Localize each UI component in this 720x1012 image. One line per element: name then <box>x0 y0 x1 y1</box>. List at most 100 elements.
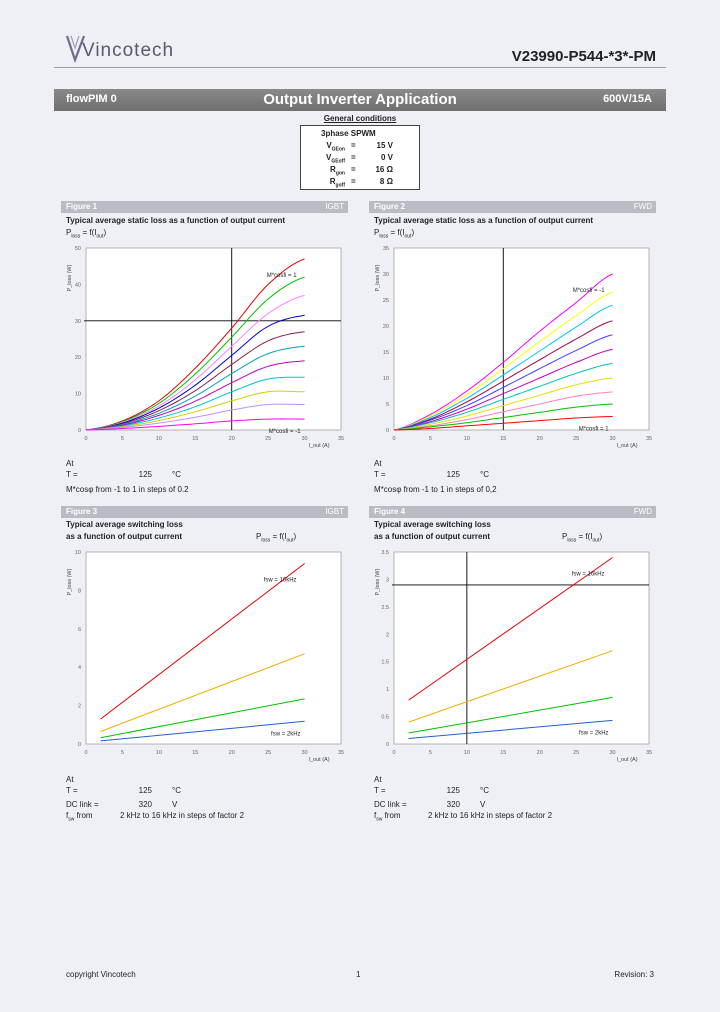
figure-1-bar: Figure 1 IGBT <box>61 201 348 213</box>
series-line <box>393 348 613 431</box>
annotation-bottom: fsw = 2kHz <box>579 730 609 736</box>
x-tick-label: 30 <box>302 750 308 756</box>
series-line <box>85 345 305 431</box>
gc-row: VGEon = 15 V <box>326 141 393 153</box>
annotation-bottom: M*cosfi = 1 <box>579 426 610 432</box>
x-axis-label: I_out (A) <box>308 757 329 763</box>
general-conditions-box: 3phase SPWM VGEon = 15 V VGEoff = 0 V Rg… <box>300 125 420 190</box>
plot-area <box>393 551 650 745</box>
figure-3-chart: 0 5 10 15 20 25 30 35 0 2 4 6 8 10 P_loss (W) I_out (A)… <box>67 550 344 763</box>
y-tick-label: 30 <box>75 319 81 325</box>
banner-product: flowPIM 0 <box>66 93 117 105</box>
x-axis-label: I_out (A) <box>616 443 637 449</box>
y-tick-label: 40 <box>75 282 81 288</box>
y-tick-label: 25 <box>383 298 389 304</box>
figure-3-title: Typical average switching loss <box>66 520 183 529</box>
series-line <box>393 403 613 431</box>
series-line <box>408 696 613 734</box>
x-tick-label: 10 <box>156 750 162 756</box>
x-tick-label: 5 <box>121 436 124 442</box>
gc-row: Rgoff = 8 Ω <box>329 177 393 189</box>
figure-3-formula: Ploss = f(Iout) <box>256 532 297 544</box>
series-line <box>393 334 613 431</box>
x-tick-label: 5 <box>121 750 124 756</box>
figure-2-bar: Figure 2 FWD <box>369 201 656 213</box>
y-tick-label: 2 <box>386 632 389 638</box>
y-tick-label: 3 <box>386 577 389 583</box>
series-line <box>408 650 613 723</box>
banner-rating: 600V/15A <box>603 93 652 105</box>
x-axis-label: I_out (A) <box>616 757 637 763</box>
x-tick-label: 15 <box>192 750 198 756</box>
y-tick-label: 5 <box>386 402 389 408</box>
x-tick-label: 5 <box>429 750 432 756</box>
x-tick-label: 25 <box>265 436 271 442</box>
x-tick-label: 30 <box>610 750 616 756</box>
series-line <box>100 698 305 739</box>
y-tick-label: 6 <box>78 627 81 633</box>
y-tick-label: 0 <box>386 428 389 434</box>
series-line <box>393 362 613 431</box>
figure-3-bar: Figure 3 IGBT <box>61 506 348 518</box>
y-tick-label: 15 <box>383 350 389 356</box>
figure-4-chart: 0 5 10 15 20 25 30 35 0 0.5 1 1.5 2 2.5 3 3.5 P_loss (W)… <box>375 550 652 763</box>
x-tick-label: 25 <box>573 750 579 756</box>
x-tick-label: 10 <box>464 750 470 756</box>
x-tick-label: 25 <box>265 750 271 756</box>
figure-4-subtitle: as a function of output current <box>374 532 490 541</box>
figure-2-conditions: At T = 125 °C M*cosφ from -1 to 1 in steps… <box>374 459 497 494</box>
figure-3-conditions: At T = 125 °C DC link = 320 V fsw from 2 kHz … <box>66 775 245 823</box>
x-tick-label: 20 <box>229 750 235 756</box>
x-tick-label: 35 <box>338 436 344 442</box>
part-number: V23990-P544-*3*-PM <box>511 48 656 65</box>
plot-area <box>393 247 650 431</box>
y-tick-label: 0 <box>78 428 81 434</box>
y-tick-label: 10 <box>383 376 389 382</box>
x-tick-label: 25 <box>573 436 579 442</box>
figure-4-conditions: At T = 125 °C DC link = 320 V fsw from 2 kHz … <box>374 775 553 823</box>
y-tick-label: 10 <box>75 392 81 398</box>
figure-3-subtitle: as a function of output current <box>66 532 182 541</box>
series-line <box>393 304 613 431</box>
y-tick-label: 3.5 <box>381 550 389 556</box>
annotation-top: M*cosfi = -1 <box>573 288 606 294</box>
logo-text: Vincotech <box>82 40 175 61</box>
series-line <box>85 314 305 431</box>
y-tick-label: 10 <box>75 550 81 556</box>
y-axis-label: P_loss (W) <box>375 568 381 595</box>
series-line <box>85 403 305 431</box>
y-axis-label: P_loss (W) <box>375 264 381 291</box>
vincotech-logo <box>66 35 86 64</box>
section-banner: flowPIM 0 Output Inverter Application 60… <box>54 89 666 111</box>
y-tick-label: 2 <box>78 704 81 710</box>
figure-4-bar: Figure 4 FWD <box>369 506 656 518</box>
figure-4-formula: Ploss = f(Iout) <box>562 532 603 544</box>
series-line <box>393 291 613 431</box>
figure-2-chart: 0 5 10 15 20 25 30 35 0 5 10 15 20 25 30 35 P_loss (W) I_… <box>375 246 652 449</box>
footer-revision: Revision: 3 <box>614 970 654 979</box>
footer-copyright: copyright Vincotech <box>66 970 136 979</box>
x-tick-label: 20 <box>537 750 543 756</box>
figure-1-formula: Ploss = f(Iout) <box>66 228 107 240</box>
header-divider <box>54 67 666 68</box>
y-tick-label: 8 <box>78 588 81 594</box>
annotation-bottom: fsw = 2kHz <box>271 731 301 737</box>
annotation-top: fsw = 16kHz <box>572 571 605 577</box>
series-line <box>408 557 613 701</box>
figure-2-title: Typical average static loss as a functio… <box>374 216 594 225</box>
y-tick-label: 1.5 <box>381 660 389 666</box>
series-line <box>85 331 305 431</box>
plot-area <box>85 551 342 745</box>
series-line <box>393 377 613 431</box>
x-tick-label: 5 <box>429 436 432 442</box>
series-line <box>85 294 305 431</box>
x-tick-label: 20 <box>229 436 235 442</box>
figure-1-title: Typical average static loss as a functio… <box>66 216 286 225</box>
annotation-top: M*cosfi = 1 <box>267 273 298 279</box>
series-line <box>408 719 613 739</box>
x-tick-label: 30 <box>302 436 308 442</box>
series-line <box>85 276 305 431</box>
x-tick-label: 15 <box>500 750 506 756</box>
x-tick-label: 35 <box>646 436 652 442</box>
x-tick-label: 0 <box>392 436 395 442</box>
